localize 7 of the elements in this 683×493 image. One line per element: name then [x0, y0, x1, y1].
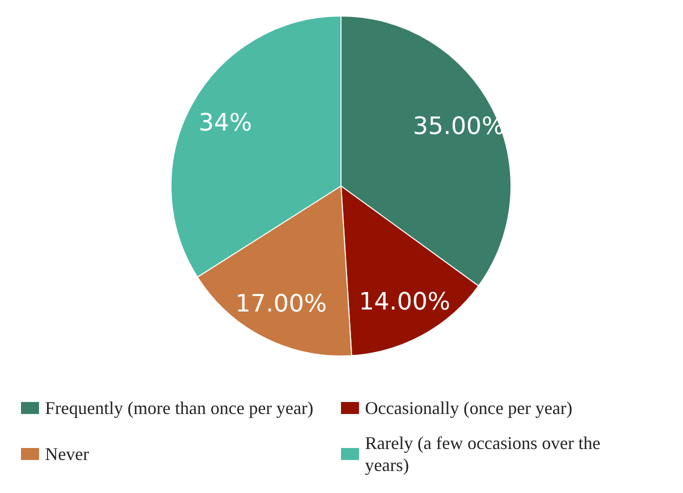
data-label: 17.00% — [235, 290, 327, 318]
legend-label: Rarely (a few occasions over the years) — [365, 433, 605, 475]
legend-label: Never — [45, 444, 89, 464]
data-label: 34% — [198, 108, 252, 136]
legend-label: Frequently (more than once per year) — [45, 398, 314, 418]
data-label: 14.00% — [358, 288, 450, 316]
legend-label: Occasionally (once per year) — [365, 398, 572, 418]
